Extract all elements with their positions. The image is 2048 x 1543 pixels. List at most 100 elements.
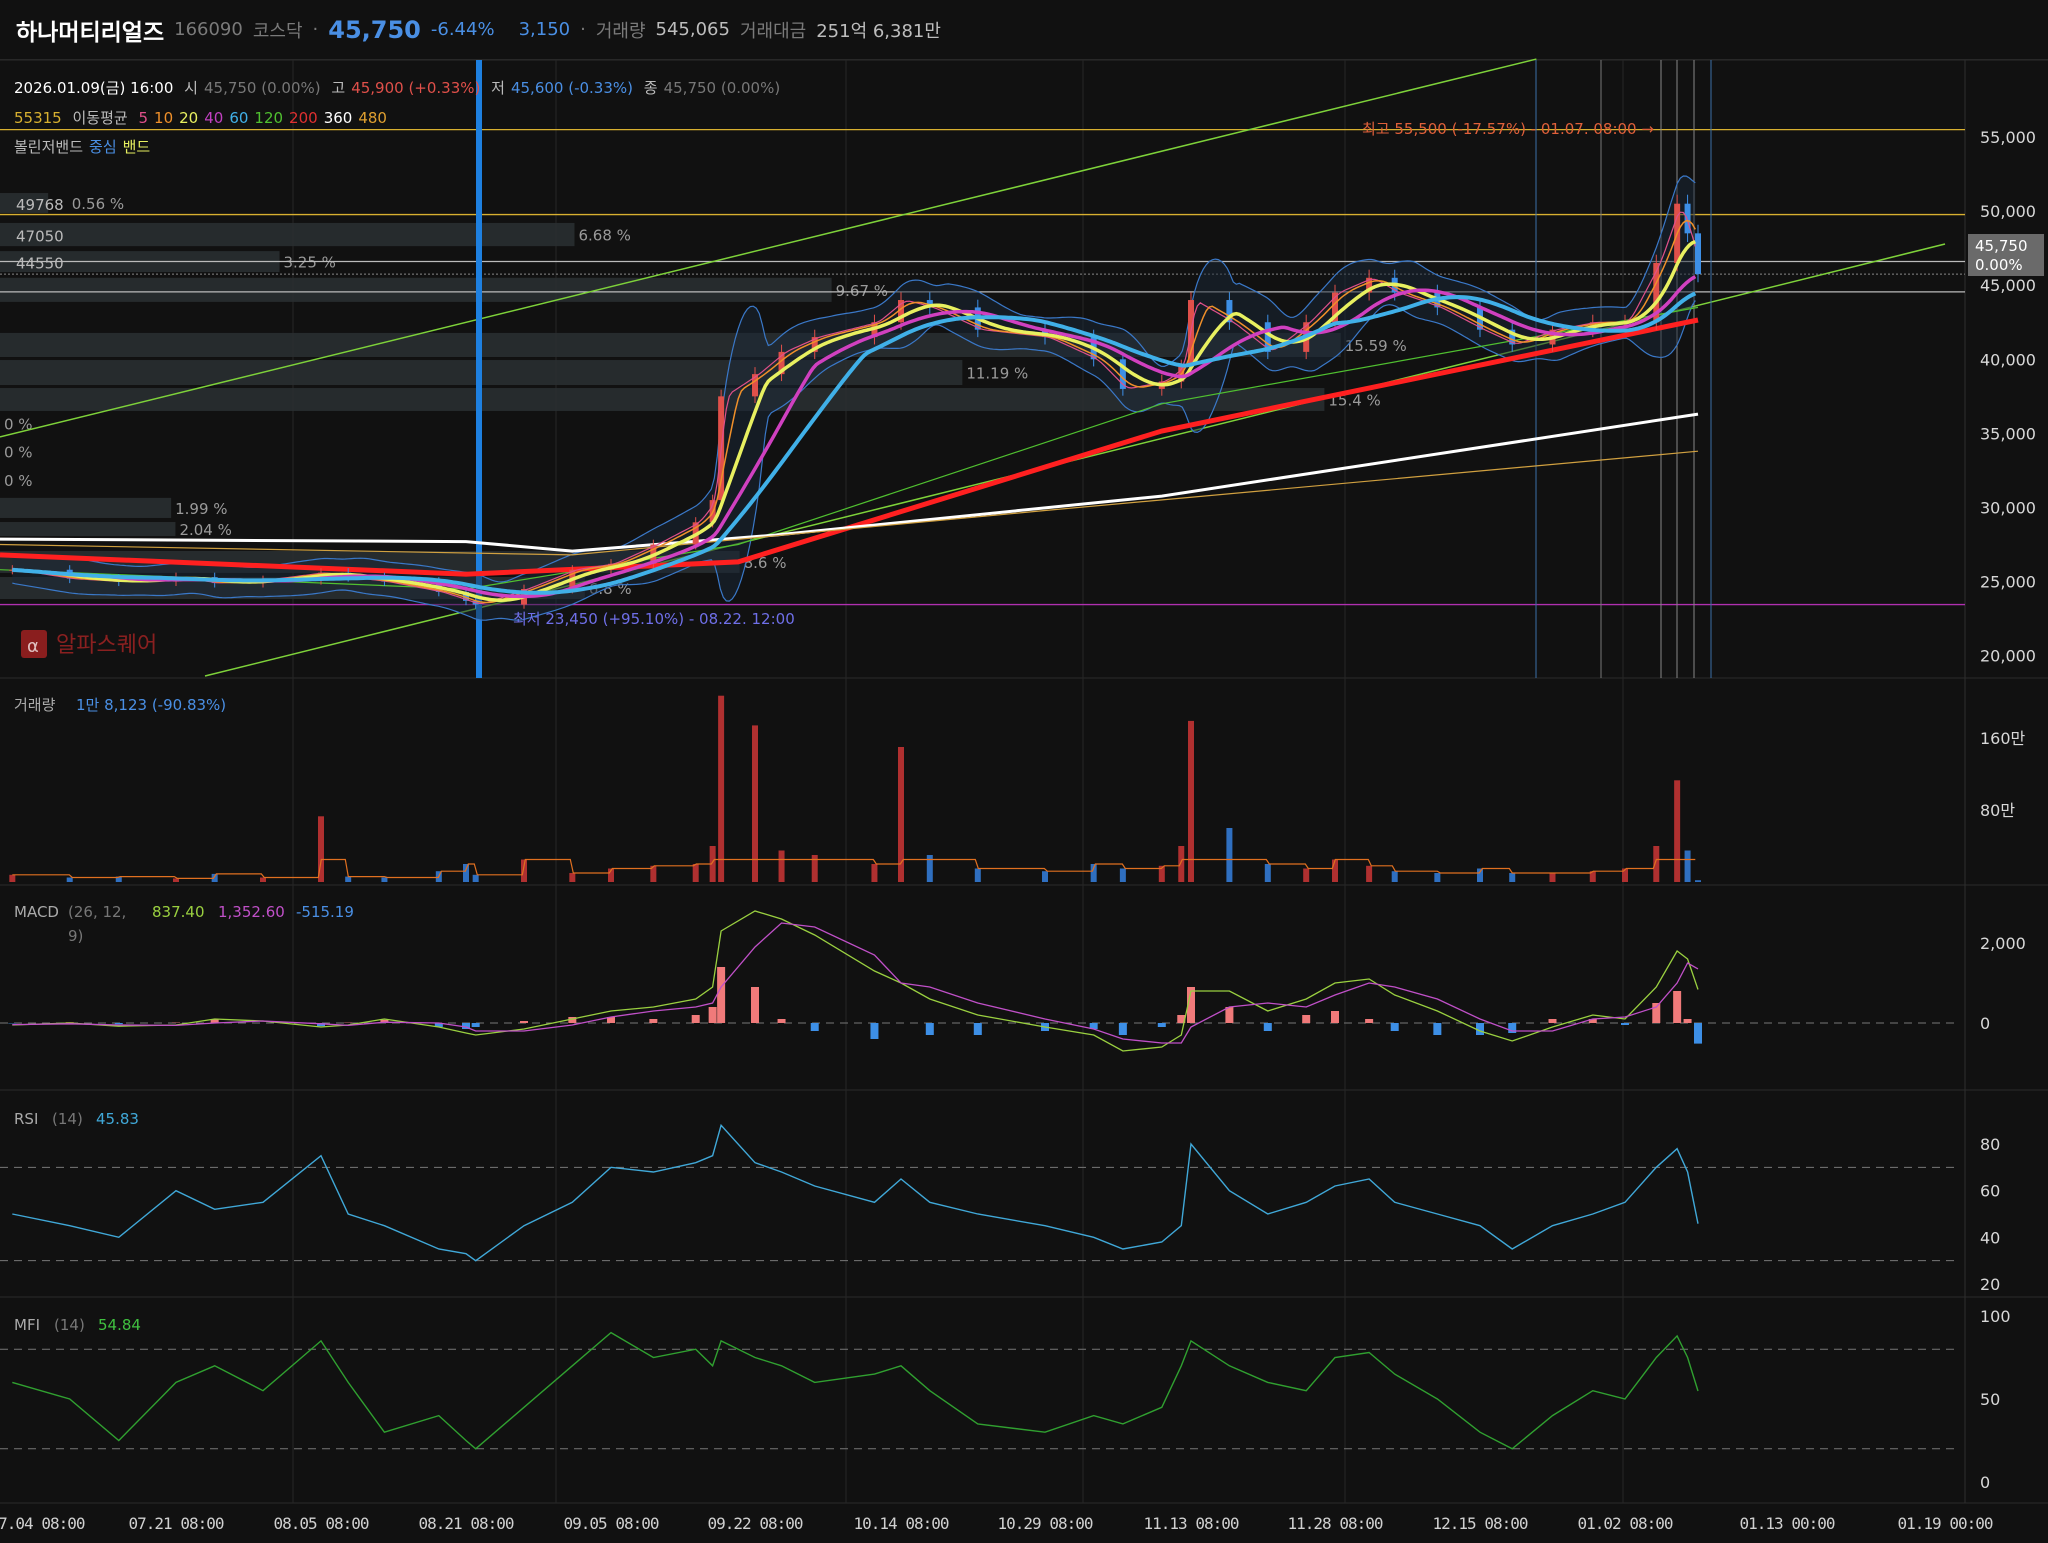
price-levels [0,128,1965,606]
volume-bar [718,695,725,882]
volume-bar [752,725,758,882]
volume-bar [1188,720,1194,882]
profile-bar [0,222,575,247]
time-tick: 11.28 08:00 [1288,1514,1383,1533]
close-label: 종 [643,79,658,97]
watermark-logo: α 알파스퀘어 [21,630,157,658]
volume-bar [650,865,657,882]
rsi-title: RSI [14,1110,38,1128]
macd-histogram-bar [717,967,726,1023]
profile-pct: 0 % [4,416,33,434]
macd-histogram-bar [1508,1023,1517,1033]
bollinger-upper [12,175,1696,583]
stock-code: 166090 [174,19,243,40]
ma-period-360[interactable]: 360 [323,109,353,127]
ma-period-480[interactable]: 480 [358,109,387,127]
ma480-line [0,450,1699,556]
ma-period-20[interactable]: 20 [179,109,199,127]
volume-tick: 80만 [1980,801,2015,820]
price-tick: 40,000 [1980,350,2036,369]
ma-periods: 5 10 20 40 60 120 200 360 480 [138,109,392,127]
candle-body [1653,262,1660,323]
bollinger-lower [12,300,1696,621]
time-tick: 10.29 08:00 [998,1514,1093,1533]
mfi-panel-label: MFI (14) 54.84 [14,1316,141,1334]
volume-bar [1332,859,1338,882]
ma-period-5[interactable]: 5 [138,109,149,127]
volume-panel-value: 1만 8,123 (-90.83%) [76,696,226,714]
macd-histogram-bar [471,1023,480,1027]
candle-body [1509,329,1516,345]
price-tick: 35,000 [1980,424,2036,443]
volume-bar [345,876,352,882]
legend-datetime: 2026.01.09(금) 16:00 [14,79,174,97]
stock-name[interactable]: 하나머티리얼즈 [16,19,165,46]
low-value: 45,600 (-0.33%) [510,79,633,97]
macd-histogram-bar [210,1019,219,1023]
volume-value: 545,065 [655,19,730,40]
price-tick: 20,000 [1980,647,2036,666]
time-tick: 11.13 08:00 [1144,1514,1239,1533]
long-moving-averages [0,306,1699,590]
amount-label: 거래대금 [739,20,807,42]
candle-body [1264,322,1271,352]
rsi-line [12,1123,1699,1262]
candle-body [926,300,933,308]
ma-label: 이동평균 [72,109,128,127]
candle-body [1695,233,1701,275]
ma-overlap-price: 55315 [14,109,62,127]
ma-legend[interactable]: 55315 이동평균 5 10 20 40 60 120 200 360 480 [14,107,399,128]
bollinger-bands [12,175,1696,621]
bb-center: 중심 [89,138,117,156]
ma-period-200[interactable]: 200 [289,109,318,127]
volume-bar [569,873,576,882]
ma-period-40[interactable]: 40 [204,109,224,127]
volume-bar [1042,871,1048,882]
volume-bar [1509,873,1516,882]
volume-bars [9,695,1701,882]
ma-period-60[interactable]: 60 [229,109,249,127]
high-label: 고 [331,79,346,97]
open-value: 45,750 (0.00%) [203,79,321,97]
macd-histogram-bar [1621,1023,1629,1025]
volume-bar [778,850,785,882]
ma-period-120[interactable]: 120 [254,109,284,127]
macd-histogram-bar [114,1023,123,1025]
profile-bar [0,277,832,302]
rsi-tick: 60 [1980,1182,2000,1201]
candle-body [778,351,785,375]
stock-header: 하나머티리얼즈 166090 코스닥 · 45,750 -6.44% 3,150… [0,0,2048,60]
macd-line [12,910,1699,1052]
time-tick: 12.15 08:00 [1433,1514,1528,1533]
volume-bar [1178,846,1185,882]
macd-histogram-bar [870,1023,879,1039]
volume-bar [1264,864,1271,882]
rsi-params: (14) [52,1110,83,1128]
profile-bar [0,193,49,213]
profile-pct: 6.68 % [578,227,630,245]
macd-histogram-bar [1476,1023,1484,1035]
short-moving-averages [12,211,1697,605]
current-price: 45,750 [328,15,421,44]
bollinger-legend[interactable]: 볼린저밴드 중심 밴드 [14,136,156,157]
profile-bar [0,388,1325,411]
ma-period-10[interactable]: 10 [154,109,174,127]
volume-bar [9,874,16,882]
volume-bar [1674,780,1681,882]
price-tick: 30,000 [1980,499,2036,518]
low-label: 저 [491,79,505,97]
volume-bar [260,877,266,882]
ohlc-legend: 2026.01.09(금) 16:00 시 45,750 (0.00%) 고 45,… [14,77,786,98]
macd-tick: 0 [1980,1014,1990,1033]
candle-body [811,337,818,352]
price-tick: 45,000 [1980,276,2036,295]
market-name: 코스닥 [252,20,303,42]
alpha-logo-icon [21,630,47,658]
profile-price-label: 47050 [16,228,64,246]
macd-histogram-bar [1089,1023,1098,1029]
macd-histogram-bar [1694,1023,1702,1044]
volume-bar [709,846,716,882]
rsi-tick: 20 [1980,1275,2000,1294]
macd-histogram-bar [380,1019,389,1023]
